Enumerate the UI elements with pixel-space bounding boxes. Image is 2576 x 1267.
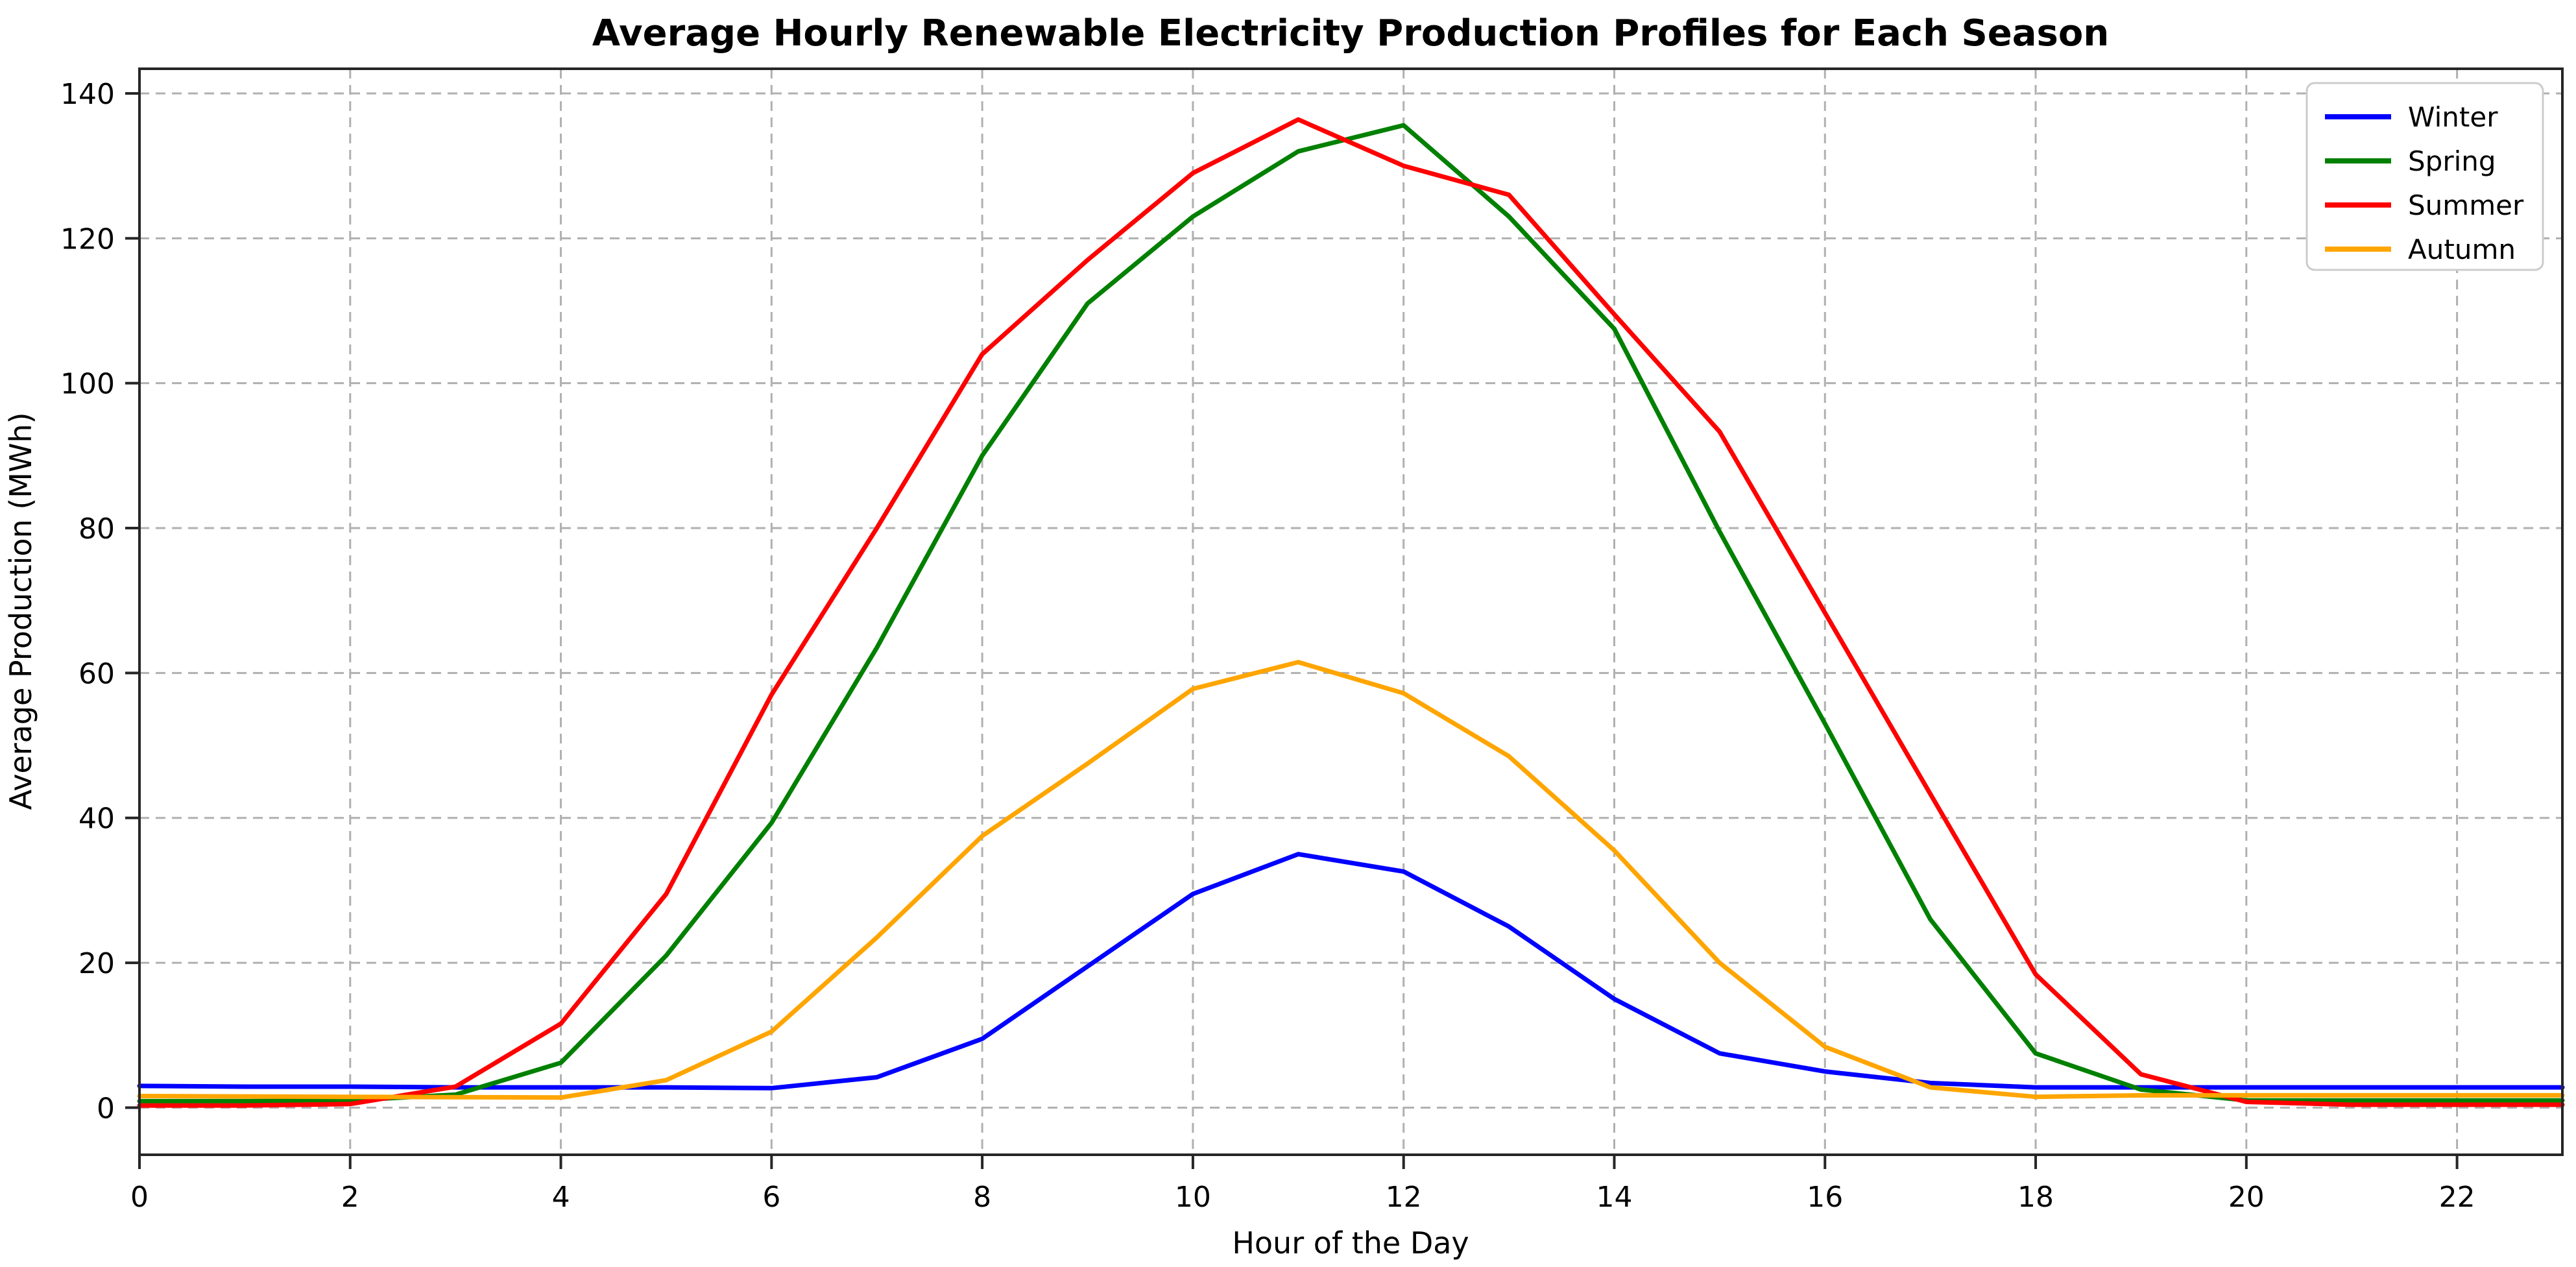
- series-line-summer: [137, 117, 2565, 1108]
- x-tick-label-22: 22: [2439, 1181, 2475, 1214]
- axes-frame: [138, 67, 2564, 1156]
- legend-item-autumn: Autumn: [2325, 234, 2516, 265]
- x-tick-label-6: 6: [762, 1181, 780, 1214]
- x-axis-label: Hour of the Day: [1232, 1225, 1469, 1261]
- x-tick-label-0: 0: [130, 1181, 149, 1214]
- y-tick-label-120: 120: [60, 223, 115, 256]
- grid-lines: [139, 69, 2562, 1155]
- legend-item-spring: Spring: [2325, 145, 2496, 177]
- legend-item-summer: Summer: [2325, 189, 2524, 221]
- legend-item-winter: Winter: [2325, 101, 2498, 133]
- x-tick-label-8: 8: [973, 1181, 991, 1214]
- x-tick-label-4: 4: [552, 1181, 570, 1214]
- y-tick-label-80: 80: [78, 513, 115, 546]
- x-tick-label-12: 12: [1386, 1181, 1422, 1214]
- series-line-spring: [137, 123, 2565, 1104]
- y-tick-label-40: 40: [78, 802, 115, 836]
- x-tick-label-14: 14: [1596, 1181, 1632, 1214]
- plot-border: [138, 67, 2564, 1156]
- x-tick-label-16: 16: [1807, 1181, 1843, 1214]
- y-axis-label: Average Production (MWh): [3, 412, 38, 810]
- y-tick-label-20: 20: [78, 947, 115, 980]
- series-line-autumn: [137, 660, 2565, 1100]
- legend: Winter Spring Summer Autumn: [2305, 82, 2544, 271]
- legend-label-spring: Spring: [2408, 145, 2496, 177]
- series-line-winter: [137, 852, 2565, 1091]
- legend-label-autumn: Autumn: [2408, 234, 2516, 265]
- legend-label-summer: Summer: [2408, 189, 2524, 221]
- y-tick-label-60: 60: [78, 657, 115, 690]
- legend-label-winter: Winter: [2408, 101, 2498, 133]
- x-tick-label-2: 2: [341, 1181, 359, 1214]
- series-lines: [137, 117, 2565, 1108]
- axis-ticks: 0 2 4 6 8 10 12 14 16 18 20 22 0 20 40 60 80 100 120 140: [60, 78, 2475, 1214]
- legend-box: [2305, 82, 2544, 271]
- y-tick-label-100: 100: [60, 368, 115, 401]
- x-tick-label-10: 10: [1175, 1181, 1211, 1214]
- chart-title: Average Hourly Renewable Electricity Pro…: [592, 12, 2109, 54]
- x-tick-label-20: 20: [2228, 1181, 2265, 1214]
- x-tick-label-18: 18: [2017, 1181, 2054, 1214]
- y-tick-label-140: 140: [60, 78, 115, 111]
- y-tick-label-0: 0: [97, 1092, 115, 1125]
